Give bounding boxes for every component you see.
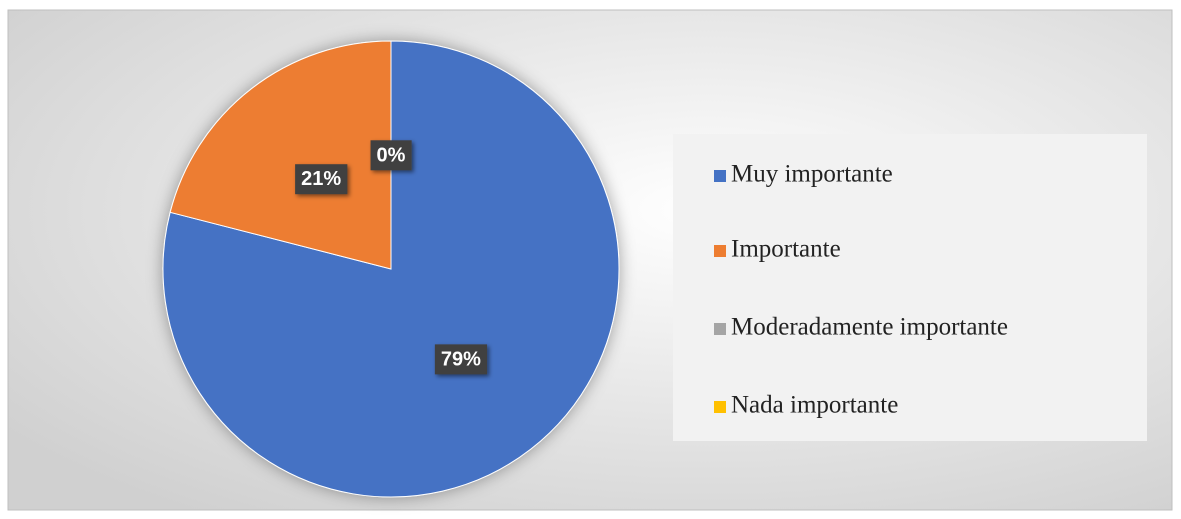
data-label-box [434,344,488,375]
legend-swatch [714,323,726,335]
legend-label: Muy importante [731,161,893,188]
data-label: 0% [370,140,412,171]
legend-label: Nada importante [731,392,898,419]
data-label-box [295,164,348,195]
pie [162,40,620,498]
legend-box [673,134,1147,441]
data-label-text: 21% [301,168,341,190]
legend-swatch [714,245,726,257]
pie-slice [169,40,392,270]
data-label: 21% [295,164,348,195]
data-label-text: 79% [441,348,481,370]
legend-swatch [714,170,726,182]
legend-label: Moderadamente importante [731,314,1008,341]
data-label: 79% [434,344,488,375]
legend-label: Importante [731,236,841,263]
data-label-text: 0% [377,144,406,166]
legend-swatch [714,401,726,413]
data-label-box [370,140,412,171]
